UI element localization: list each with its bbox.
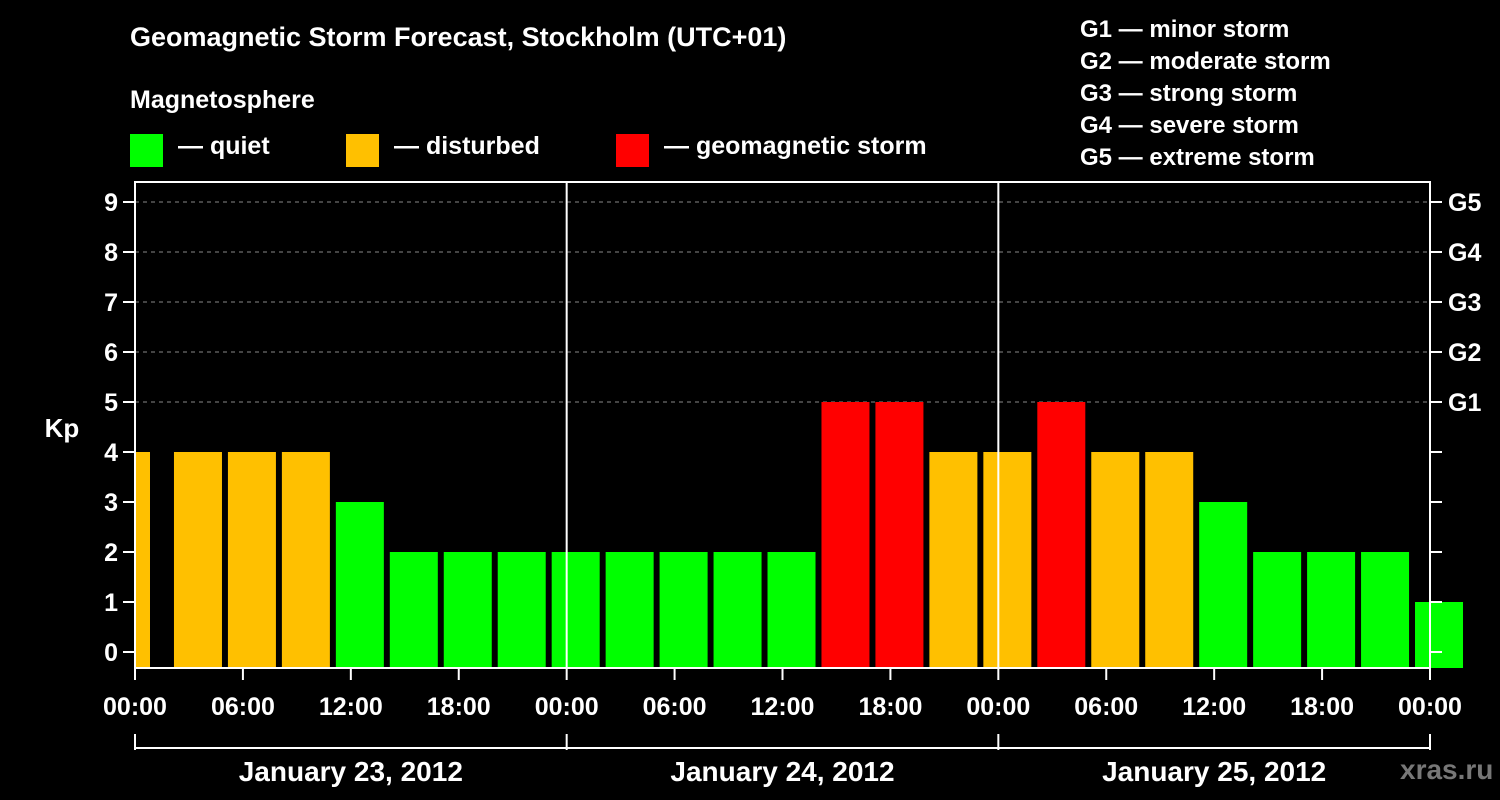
x-tick-label: 06:00 [1074,693,1138,721]
y-tick-label: 1 [104,589,118,617]
day-label: January 25, 2012 [1102,756,1326,787]
day-label: January 24, 2012 [670,756,894,787]
kp-bar [1091,452,1140,668]
kp-bar [173,452,222,668]
kp-bar [1199,502,1248,668]
y-tick-label: 4 [104,439,118,467]
legend-swatch-storm [616,134,649,167]
x-tick-label: 12:00 [1182,693,1246,721]
kp-bar [227,452,276,668]
right-tick-label: G4 [1448,239,1481,267]
right-tick-label: G5 [1448,189,1481,217]
kp-bar [551,552,600,668]
kp-bar [335,502,384,668]
storm-scale-g1: G1 — minor storm [1080,16,1290,43]
right-tick-label: G1 [1448,389,1481,417]
y-tick-label: 5 [104,389,118,417]
kp-bar [1307,552,1356,668]
watermark: xras.ru [1400,754,1494,785]
x-tick-label: 00:00 [1398,693,1462,721]
y-tick-label: 8 [104,239,118,267]
legend-label-storm: — geomagnetic storm [664,132,927,160]
x-tick-label: 06:00 [643,693,707,721]
x-tick-label: 18:00 [427,693,491,721]
kp-bar [497,552,546,668]
x-tick-label: 00:00 [103,693,167,721]
kp-bar [875,402,924,668]
storm-scale-g5: G5 — extreme storm [1080,144,1315,171]
kp-bar [1037,402,1086,668]
kp-bar [983,452,1032,668]
y-axis-label: Kp [45,413,80,443]
y-tick-label: 7 [104,289,118,317]
kp-bar [1145,452,1194,668]
kp-bar [605,552,654,668]
kp-bar [767,552,816,668]
kp-bar [135,452,150,668]
y-tick-label: 2 [104,539,118,567]
kp-bar [1253,552,1302,668]
y-tick-label: 3 [104,489,118,517]
kp-bar [713,552,762,668]
y-tick-label: 0 [104,639,118,667]
storm-scale-g4: G4 — severe storm [1080,112,1299,139]
x-tick-label: 18:00 [858,693,922,721]
kp-bar [1415,602,1464,668]
right-tick-label: G2 [1448,339,1481,367]
x-tick-label: 00:00 [966,693,1030,721]
day-label: January 23, 2012 [239,756,463,787]
x-tick-label: 12:00 [751,693,815,721]
storm-scale-list: G1 — minor storm G2 — moderate storm G3 … [1080,14,1331,174]
legend-label-quiet: — quiet [178,132,270,160]
kp-bar [659,552,708,668]
x-tick-label: 18:00 [1290,693,1354,721]
kp-bar [281,452,330,668]
x-tick-label: 00:00 [535,693,599,721]
legend-swatch-quiet [130,134,163,167]
kp-bar [929,452,978,668]
right-tick-label: G3 [1448,289,1481,317]
legend-label-disturbed: — disturbed [394,132,540,160]
legend-title: Magnetosphere [130,86,315,114]
y-tick-label: 9 [104,189,118,217]
kp-bar [1361,552,1410,668]
storm-scale-g2: G2 — moderate storm [1080,48,1331,75]
y-tick-label: 6 [104,339,118,367]
storm-scale-g3: G3 — strong storm [1080,80,1298,107]
kp-bar [389,552,438,668]
chart-title: Geomagnetic Storm Forecast, Stockholm (U… [130,22,787,52]
kp-bar [443,552,492,668]
x-tick-label: 12:00 [319,693,383,721]
legend-swatch-disturbed [346,134,379,167]
kp-bar [821,402,870,668]
x-tick-label: 06:00 [211,693,275,721]
